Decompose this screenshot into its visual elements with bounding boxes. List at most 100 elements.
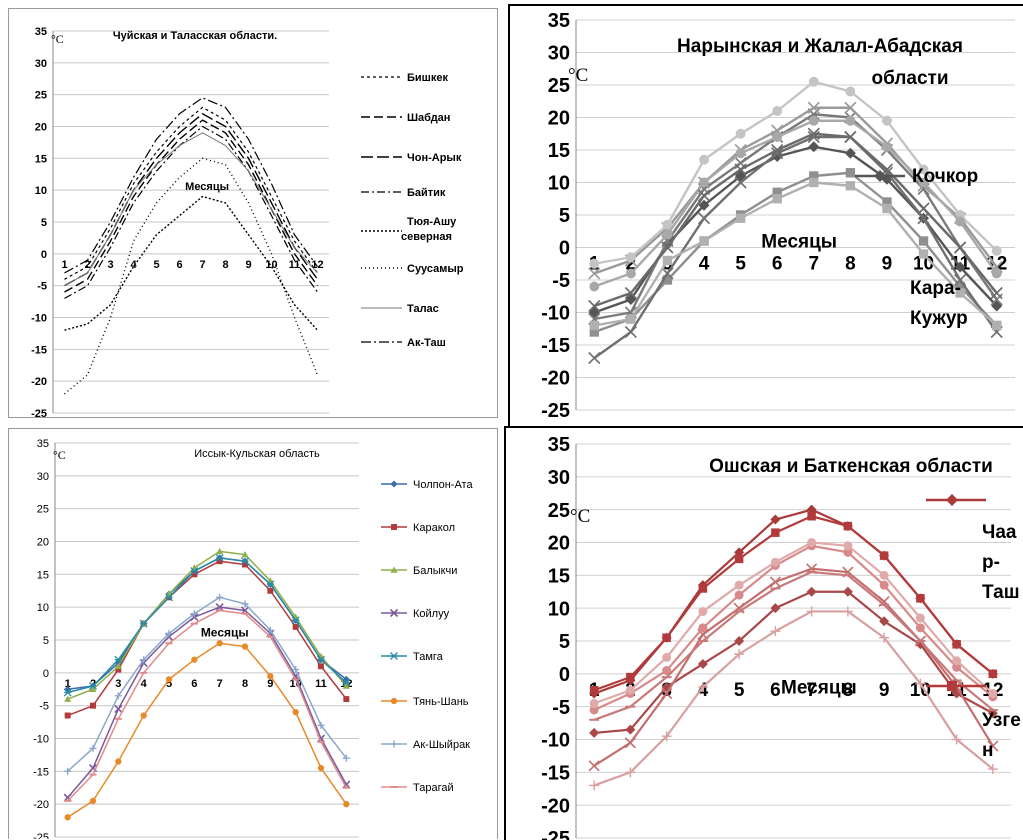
legend-label: н (982, 740, 993, 761)
y-tick-label: 0 (559, 664, 570, 686)
data-point (915, 623, 925, 633)
legend-label: Каракол (413, 522, 455, 534)
legend-marker (389, 608, 399, 618)
x-tick-label: 5 (166, 678, 172, 690)
data-point (292, 709, 299, 716)
data-point (734, 636, 745, 646)
data-point (589, 705, 599, 715)
data-point (772, 106, 783, 116)
legend-label: Койлуу (413, 608, 450, 620)
data-point (952, 640, 961, 649)
data-point (625, 252, 636, 263)
data-point (918, 236, 929, 246)
data-point (952, 662, 962, 672)
data-point (343, 696, 350, 703)
legend-label: Тюя-Ашу (407, 216, 457, 228)
y-tick-label: 5 (559, 205, 570, 227)
data-point (842, 606, 853, 617)
chart-title: Иссык-Кульская область (194, 448, 320, 460)
legend-label: Тарагай (413, 782, 454, 794)
y-tick-label: 30 (35, 58, 47, 70)
x-tick-label: 10 (265, 259, 277, 271)
x-tick-label: 1 (61, 259, 67, 271)
x-tick-label: 1 (65, 678, 71, 690)
x-tick-label: 6 (191, 678, 197, 690)
data-point (990, 286, 1003, 300)
data-point (588, 267, 601, 280)
data-point (662, 633, 671, 642)
data-point (699, 154, 709, 165)
data-point (808, 115, 819, 126)
x-tick-label: 2 (626, 254, 637, 275)
x-tick-label: 7 (806, 680, 817, 701)
data-point (734, 580, 744, 590)
data-point (114, 692, 122, 700)
data-point (343, 801, 350, 808)
data-point (292, 623, 299, 630)
y-tick-label: -25 (541, 828, 570, 840)
data-point (697, 681, 708, 692)
x-tick-label: 8 (222, 259, 228, 271)
x-tick-label: 5 (153, 259, 159, 271)
data-point (845, 86, 856, 97)
data-point (191, 656, 198, 663)
series-line (67, 596, 347, 772)
data-point (987, 764, 998, 775)
data-point (845, 181, 856, 191)
data-point (625, 268, 636, 279)
data-point (89, 685, 97, 693)
data-point (992, 320, 1002, 331)
series-line (594, 181, 998, 327)
chart-title: Ошская и Баткенская области (709, 456, 993, 477)
data-point (770, 626, 781, 637)
data-point (318, 663, 324, 670)
legend-marker (390, 697, 398, 705)
x-tick-label: 9 (882, 254, 893, 275)
data-point (241, 643, 249, 650)
series-line (64, 113, 319, 287)
data-point (90, 702, 96, 709)
data-point (809, 177, 819, 188)
data-point (241, 551, 249, 558)
chart-chuy-talas: -25 -20 -15 -10 -5 0 5 10 15 20 25 30 35 1 2 3 4 5 6 7 8 9 10 1… (8, 8, 498, 418)
data-point (624, 325, 637, 339)
data-point (215, 553, 224, 562)
data-point (770, 603, 781, 614)
data-point (882, 115, 892, 126)
data-point (917, 202, 930, 215)
data-point (807, 101, 820, 114)
data-point (879, 616, 890, 627)
data-point (317, 764, 325, 772)
series-line (593, 508, 994, 695)
data-point (880, 163, 894, 176)
data-point (770, 557, 780, 567)
series-line (594, 113, 998, 321)
data-point (843, 541, 853, 551)
data-point (954, 261, 966, 273)
legend-label: Талас (407, 303, 439, 315)
data-point (342, 754, 350, 762)
y-tick-label: 5 (41, 217, 47, 229)
data-point (661, 241, 674, 254)
series-line (67, 550, 347, 700)
series-line (593, 106, 998, 275)
data-point (843, 547, 853, 557)
x-tick-label: 6 (772, 254, 783, 275)
x-tick-label: 5 (735, 254, 746, 275)
data-point (625, 685, 635, 695)
x-tick-label: 7 (199, 259, 205, 271)
y-tick-label: 35 (37, 438, 49, 450)
y-tick-label: 15 (35, 153, 47, 165)
series-line (67, 642, 347, 818)
series-line (64, 157, 319, 395)
y-tick-label: -5 (37, 281, 47, 293)
data-point (955, 288, 965, 298)
legend-label: Ак-Шыйрак (413, 739, 470, 751)
y-tick-label: -20 (541, 795, 570, 817)
unit-label: °C (51, 32, 64, 46)
data-point (589, 258, 600, 269)
series-line (64, 119, 319, 293)
legend-label: Ак-Таш (407, 337, 446, 349)
data-point (626, 672, 635, 682)
x-tick-label: 9 (879, 680, 890, 701)
